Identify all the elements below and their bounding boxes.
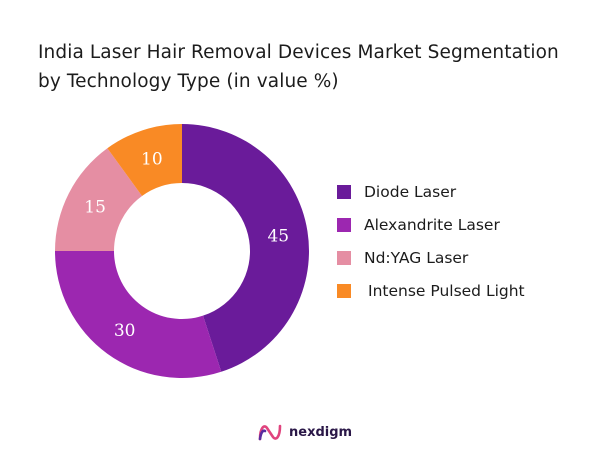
legend-label: Diode Laser [364,183,457,201]
donut-slice-nd-yag-laser [55,148,143,251]
legend-label: Nd:YAG Laser [364,249,469,267]
legend-item-diode-laser: Diode Laser [337,183,456,201]
legend-item-nd-yag-laser: Nd:YAG Laser [337,249,468,267]
legend-swatch [337,251,351,265]
donut-slice-diode-laser [182,124,309,372]
legend-label: Alexandrite Laser [364,216,500,234]
legend-item-alexandrite-laser: Alexandrite Laser [337,216,500,234]
brand-footer: nexdigm [258,422,352,442]
chart-title-line-2: by Technology Type (in value %) [38,71,339,92]
donut-slice-alexandrite-laser [55,251,222,378]
brand-name: nexdigm [289,424,353,440]
legend-swatch [337,185,351,199]
data-label-intense-pulsed-light: 10 [141,149,163,169]
chart-title: India Laser Hair Removal Devices Market … [38,38,598,96]
data-label-diode-laser: 45 [267,227,289,247]
data-label-alexandrite-laser: 30 [114,321,136,341]
chart-title-line-1: India Laser Hair Removal Devices Market … [38,42,559,63]
legend-swatch [337,284,351,298]
nexdigm-logo-icon [258,424,282,441]
legend-label: Intense Pulsed Light [368,282,525,300]
donut-slice-intense-pulsed-light [107,124,182,196]
legend-item-intense-pulsed-light: Intense Pulsed Light [337,282,525,300]
legend-swatch [337,218,351,232]
data-label-nd-yag-laser: 15 [84,198,106,218]
